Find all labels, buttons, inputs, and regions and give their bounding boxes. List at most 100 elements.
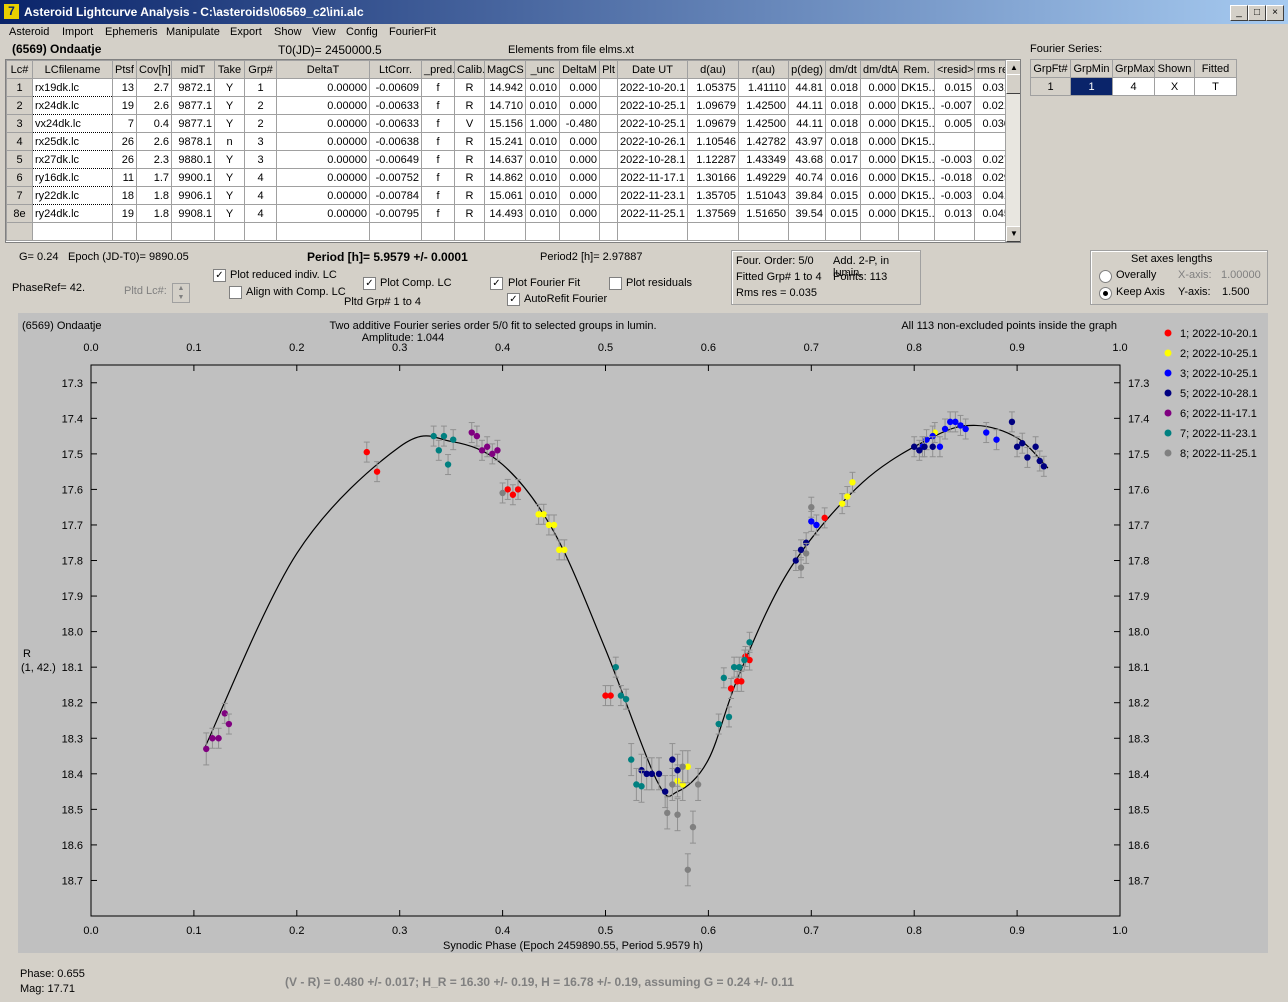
- lc-cell[interactable]: 15.156: [484, 114, 526, 133]
- lc-cell[interactable]: 2.3: [136, 150, 172, 169]
- lc-cell[interactable]: [454, 222, 485, 241]
- lc-cell[interactable]: 43.68: [788, 150, 826, 169]
- lc-cell[interactable]: [599, 168, 618, 187]
- lc-col-header[interactable]: Take: [214, 60, 245, 79]
- lc-cell[interactable]: 2: [244, 114, 277, 133]
- lc-cell[interactable]: 2022-11-17.1: [617, 168, 688, 187]
- lc-table-empty-row[interactable]: [6, 222, 1013, 241]
- lc-cell[interactable]: 0.018: [825, 78, 861, 97]
- fourier-col-header[interactable]: Shown: [1154, 59, 1195, 78]
- lc-cell[interactable]: f: [421, 150, 455, 169]
- lc-cell[interactable]: 39.84: [788, 186, 826, 205]
- fourier-col-header[interactable]: GrpMax: [1112, 59, 1155, 78]
- lc-cell[interactable]: 4: [244, 186, 277, 205]
- lc-col-header[interactable]: DeltaT: [276, 60, 370, 79]
- lc-cell[interactable]: 14.493: [484, 204, 526, 223]
- lc-cell[interactable]: [32, 222, 113, 241]
- lc-col-header[interactable]: Rem.: [898, 60, 935, 79]
- lc-cell[interactable]: 2022-10-25.1: [617, 96, 688, 115]
- lc-cell[interactable]: [599, 186, 618, 205]
- lc-cell[interactable]: 19: [112, 96, 137, 115]
- lc-cell[interactable]: 0.00000: [276, 150, 370, 169]
- lc-cell[interactable]: 0.000: [559, 96, 600, 115]
- lc-cell[interactable]: R: [454, 78, 485, 97]
- lc-table-row[interactable]: 1 rx19dk.lc 13 2.7 9872.1 Y 1 0.00000 -0.00609 f R…: [6, 78, 1013, 97]
- lc-col-header[interactable]: midT: [171, 60, 215, 79]
- lc-cell[interactable]: 43.97: [788, 132, 826, 151]
- lc-cell[interactable]: DK15..: [898, 168, 935, 187]
- lc-cell[interactable]: f: [421, 96, 455, 115]
- fourier-cell[interactable]: 1: [1070, 77, 1113, 96]
- lc-cell[interactable]: 26: [112, 150, 137, 169]
- lc-cell[interactable]: [599, 78, 618, 97]
- lc-cell[interactable]: 0.000: [860, 78, 899, 97]
- lc-cell[interactable]: rx19dk.lc: [32, 78, 113, 97]
- lc-cell[interactable]: 0.000: [559, 78, 600, 97]
- lc-col-header[interactable]: MagCS: [484, 60, 526, 79]
- lc-cell[interactable]: 9878.1: [171, 132, 215, 151]
- lc-cell[interactable]: 0.000: [559, 150, 600, 169]
- lc-cell[interactable]: 1.42500: [738, 114, 789, 133]
- lc-cell[interactable]: f: [421, 78, 455, 97]
- lc-col-header[interactable]: LCfilename: [32, 60, 113, 79]
- menu-show[interactable]: Show: [274, 26, 302, 38]
- lc-cell[interactable]: 40.74: [788, 168, 826, 187]
- lc-cell[interactable]: V: [454, 114, 485, 133]
- lc-cell[interactable]: 44.11: [788, 96, 826, 115]
- close-button[interactable]: ×: [1266, 5, 1284, 21]
- lc-cell[interactable]: Y: [214, 96, 245, 115]
- lc-cell[interactable]: 0.00000: [276, 78, 370, 97]
- lc-cell[interactable]: 9908.1: [171, 204, 215, 223]
- lc-cell[interactable]: 14.862: [484, 168, 526, 187]
- lc-cell[interactable]: 0.000: [860, 168, 899, 187]
- lc-cell[interactable]: 0.015: [825, 204, 861, 223]
- lc-cell[interactable]: 1.10546: [687, 132, 739, 151]
- lc-cell[interactable]: DK15..: [898, 78, 935, 97]
- lc-cell[interactable]: 0.031: [974, 78, 1013, 97]
- lc-cell[interactable]: Y: [214, 204, 245, 223]
- lc-row-header[interactable]: 5: [6, 150, 33, 169]
- lc-cell[interactable]: [825, 222, 861, 241]
- lc-cell[interactable]: rx24dk.lc: [32, 96, 113, 115]
- lc-cell[interactable]: [214, 222, 245, 241]
- minimize-button[interactable]: _: [1230, 5, 1248, 21]
- lc-cell[interactable]: [599, 114, 618, 133]
- lc-cell[interactable]: f: [421, 168, 455, 187]
- lc-cell[interactable]: DK15..: [898, 150, 935, 169]
- lc-cell[interactable]: [860, 222, 899, 241]
- lc-cell[interactable]: [738, 222, 789, 241]
- lc-cell[interactable]: rx27dk.lc: [32, 150, 113, 169]
- lc-cell[interactable]: R: [454, 96, 485, 115]
- lc-cell[interactable]: 0.010: [525, 78, 560, 97]
- lc-cell[interactable]: 1.35705: [687, 186, 739, 205]
- lc-cell[interactable]: 1.05375: [687, 78, 739, 97]
- lc-cell[interactable]: 0.4: [136, 114, 172, 133]
- lc-cell[interactable]: 1.30166: [687, 168, 739, 187]
- lc-cell[interactable]: 0.00000: [276, 204, 370, 223]
- lc-cell[interactable]: 1.12287: [687, 150, 739, 169]
- lc-table-row[interactable]: 4 rx25dk.lc 26 2.6 9878.1 n 3 0.00000 -0.00638 f R…: [6, 132, 1013, 151]
- lc-cell[interactable]: 0.000: [860, 204, 899, 223]
- fourier-col-header[interactable]: GrpMin: [1070, 59, 1113, 78]
- lc-cell[interactable]: 0.000: [559, 204, 600, 223]
- lc-cell[interactable]: ry22dk.lc: [32, 186, 113, 205]
- lc-cell[interactable]: f: [421, 186, 455, 205]
- lc-cell[interactable]: 0.00000: [276, 96, 370, 115]
- lc-cell[interactable]: -0.480: [559, 114, 600, 133]
- lc-cell[interactable]: [559, 222, 600, 241]
- lc-cell[interactable]: 14.637: [484, 150, 526, 169]
- lc-cell[interactable]: [934, 222, 975, 241]
- lc-cell[interactable]: -0.00795: [369, 204, 422, 223]
- lc-cell[interactable]: 9872.1: [171, 78, 215, 97]
- menu-ephemeris[interactable]: Ephemeris: [105, 26, 158, 38]
- lc-cell[interactable]: -0.00752: [369, 168, 422, 187]
- lc-col-header[interactable]: Plt: [599, 60, 618, 79]
- lc-cell[interactable]: [617, 222, 688, 241]
- lc-cell[interactable]: [484, 222, 526, 241]
- lc-cell[interactable]: vx24dk.lc: [32, 114, 113, 133]
- lc-table-row[interactable]: 2 rx24dk.lc 19 2.6 9877.1 Y 2 0.00000 -0.00633 f R…: [6, 96, 1013, 115]
- lc-cell[interactable]: [599, 96, 618, 115]
- lc-cell[interactable]: 1.42500: [738, 96, 789, 115]
- lc-cell[interactable]: [136, 222, 172, 241]
- lc-cell[interactable]: 0.000: [559, 168, 600, 187]
